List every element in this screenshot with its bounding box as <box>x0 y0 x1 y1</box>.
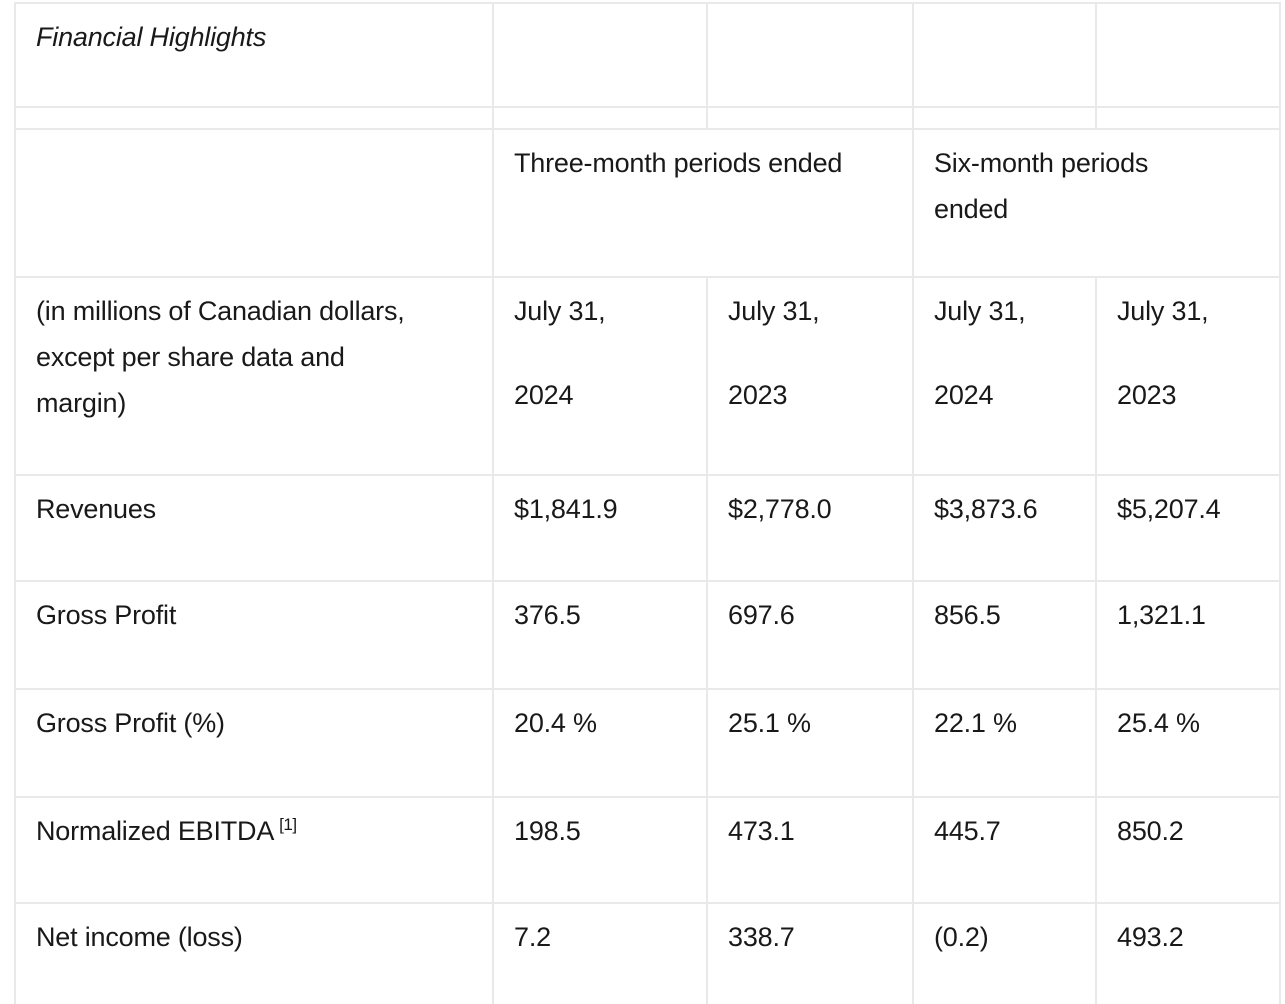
year-line: 2024 <box>934 380 994 410</box>
empty-cell <box>1095 2 1281 108</box>
table-row-gross-profit: Gross Profit 376.5 697.6 856.5 1,321.1 <box>14 580 1281 690</box>
value-cell: 25.4 % <box>1095 688 1281 798</box>
table-row-net-income: Net income (loss) 7.2 338.7 (0.2) 493.2 <box>14 902 1281 1004</box>
row-label: Net income (loss) <box>36 922 243 952</box>
row-label: Normalized EBITDA <box>36 816 275 846</box>
date-header-cell: July 31, 2023 <box>1095 276 1281 476</box>
empty-cell <box>14 128 494 278</box>
footnote-ref: [1] <box>279 815 297 834</box>
value-cell: 850.2 <box>1095 796 1281 904</box>
value-cell: 697.6 <box>706 580 914 690</box>
value-cell: $2,778.0 <box>706 474 914 582</box>
table-row-revenues: Revenues $1,841.9 $2,778.0 $3,873.6 $5,2… <box>14 474 1281 582</box>
row-label: Gross Profit <box>36 600 177 630</box>
financial-highlights-table: Financial Highlights Three-month periods… <box>14 2 1281 1004</box>
value-cell: 445.7 <box>912 796 1097 904</box>
empty-cell <box>912 2 1097 108</box>
value-cell: 376.5 <box>492 580 708 690</box>
year-line: 2024 <box>514 380 574 410</box>
date-header-cell: July 31, 2024 <box>912 276 1097 476</box>
unit-note-cell: (in millions of Canadian dollars, except… <box>14 276 494 476</box>
value-cell: 856.5 <box>912 580 1097 690</box>
table-row-gross-profit-pct: Gross Profit (%) 20.4 % 25.1 % 22.1 % 25… <box>14 688 1281 798</box>
value-cell: 338.7 <box>706 902 914 1004</box>
row-label: Revenues <box>36 494 156 524</box>
value-cell: 1,321.1 <box>1095 580 1281 690</box>
page-title: Financial Highlights <box>36 22 267 52</box>
value-cell: 493.2 <box>1095 902 1281 1004</box>
period-header-three-month: Three-month periods ended <box>492 128 914 278</box>
spacer-cell <box>912 106 1097 130</box>
table-row-normalized-ebitda: Normalized EBITDA [1] 198.5 473.1 445.7 8… <box>14 796 1281 904</box>
title-row: Financial Highlights <box>14 2 1281 108</box>
value-cell: 473.1 <box>706 796 914 904</box>
value-cell: 198.5 <box>492 796 708 904</box>
row-label-cell: Net income (loss) <box>14 902 494 1004</box>
period-header-label: Three-month periods ended <box>514 148 843 178</box>
empty-cell <box>706 2 914 108</box>
year-line: 2023 <box>1117 380 1177 410</box>
value-cell: 7.2 <box>492 902 708 1004</box>
year-line: 2023 <box>728 380 788 410</box>
date-header-row: (in millions of Canadian dollars, except… <box>14 276 1281 476</box>
spacer-cell <box>706 106 914 130</box>
row-label-cell: Gross Profit (%) <box>14 688 494 798</box>
spacer-row <box>14 106 1281 130</box>
period-header-label: Six-month periods <box>934 148 1149 178</box>
value-cell: $1,841.9 <box>492 474 708 582</box>
spacer-cell <box>1095 106 1281 130</box>
empty-cell <box>492 2 708 108</box>
period-header-label: ended <box>934 194 1009 224</box>
value-cell: (0.2) <box>912 902 1097 1004</box>
unit-note-line: except per share data and <box>36 342 345 372</box>
date-header-cell: July 31, 2024 <box>492 276 708 476</box>
table-title-cell: Financial Highlights <box>14 2 494 108</box>
row-label-cell: Normalized EBITDA [1] <box>14 796 494 904</box>
value-cell: 20.4 % <box>492 688 708 798</box>
row-label: Gross Profit (%) <box>36 708 225 738</box>
date-line: July 31, <box>1117 296 1209 326</box>
value-cell: $5,207.4 <box>1095 474 1281 582</box>
date-line: July 31, <box>934 296 1026 326</box>
date-line: July 31, <box>514 296 606 326</box>
value-cell: 25.1 % <box>706 688 914 798</box>
date-line: July 31, <box>728 296 820 326</box>
unit-note-line: margin) <box>36 388 127 418</box>
period-header-row: Three-month periods ended Six-month peri… <box>14 128 1281 278</box>
spacer-cell <box>492 106 708 130</box>
date-header-cell: July 31, 2023 <box>706 276 914 476</box>
period-header-six-month: Six-month periods ended <box>912 128 1281 278</box>
value-cell: $3,873.6 <box>912 474 1097 582</box>
spacer-cell <box>14 106 494 130</box>
unit-note-line: (in millions of Canadian dollars, <box>36 296 405 326</box>
row-label-cell: Gross Profit <box>14 580 494 690</box>
row-label-cell: Revenues <box>14 474 494 582</box>
value-cell: 22.1 % <box>912 688 1097 798</box>
